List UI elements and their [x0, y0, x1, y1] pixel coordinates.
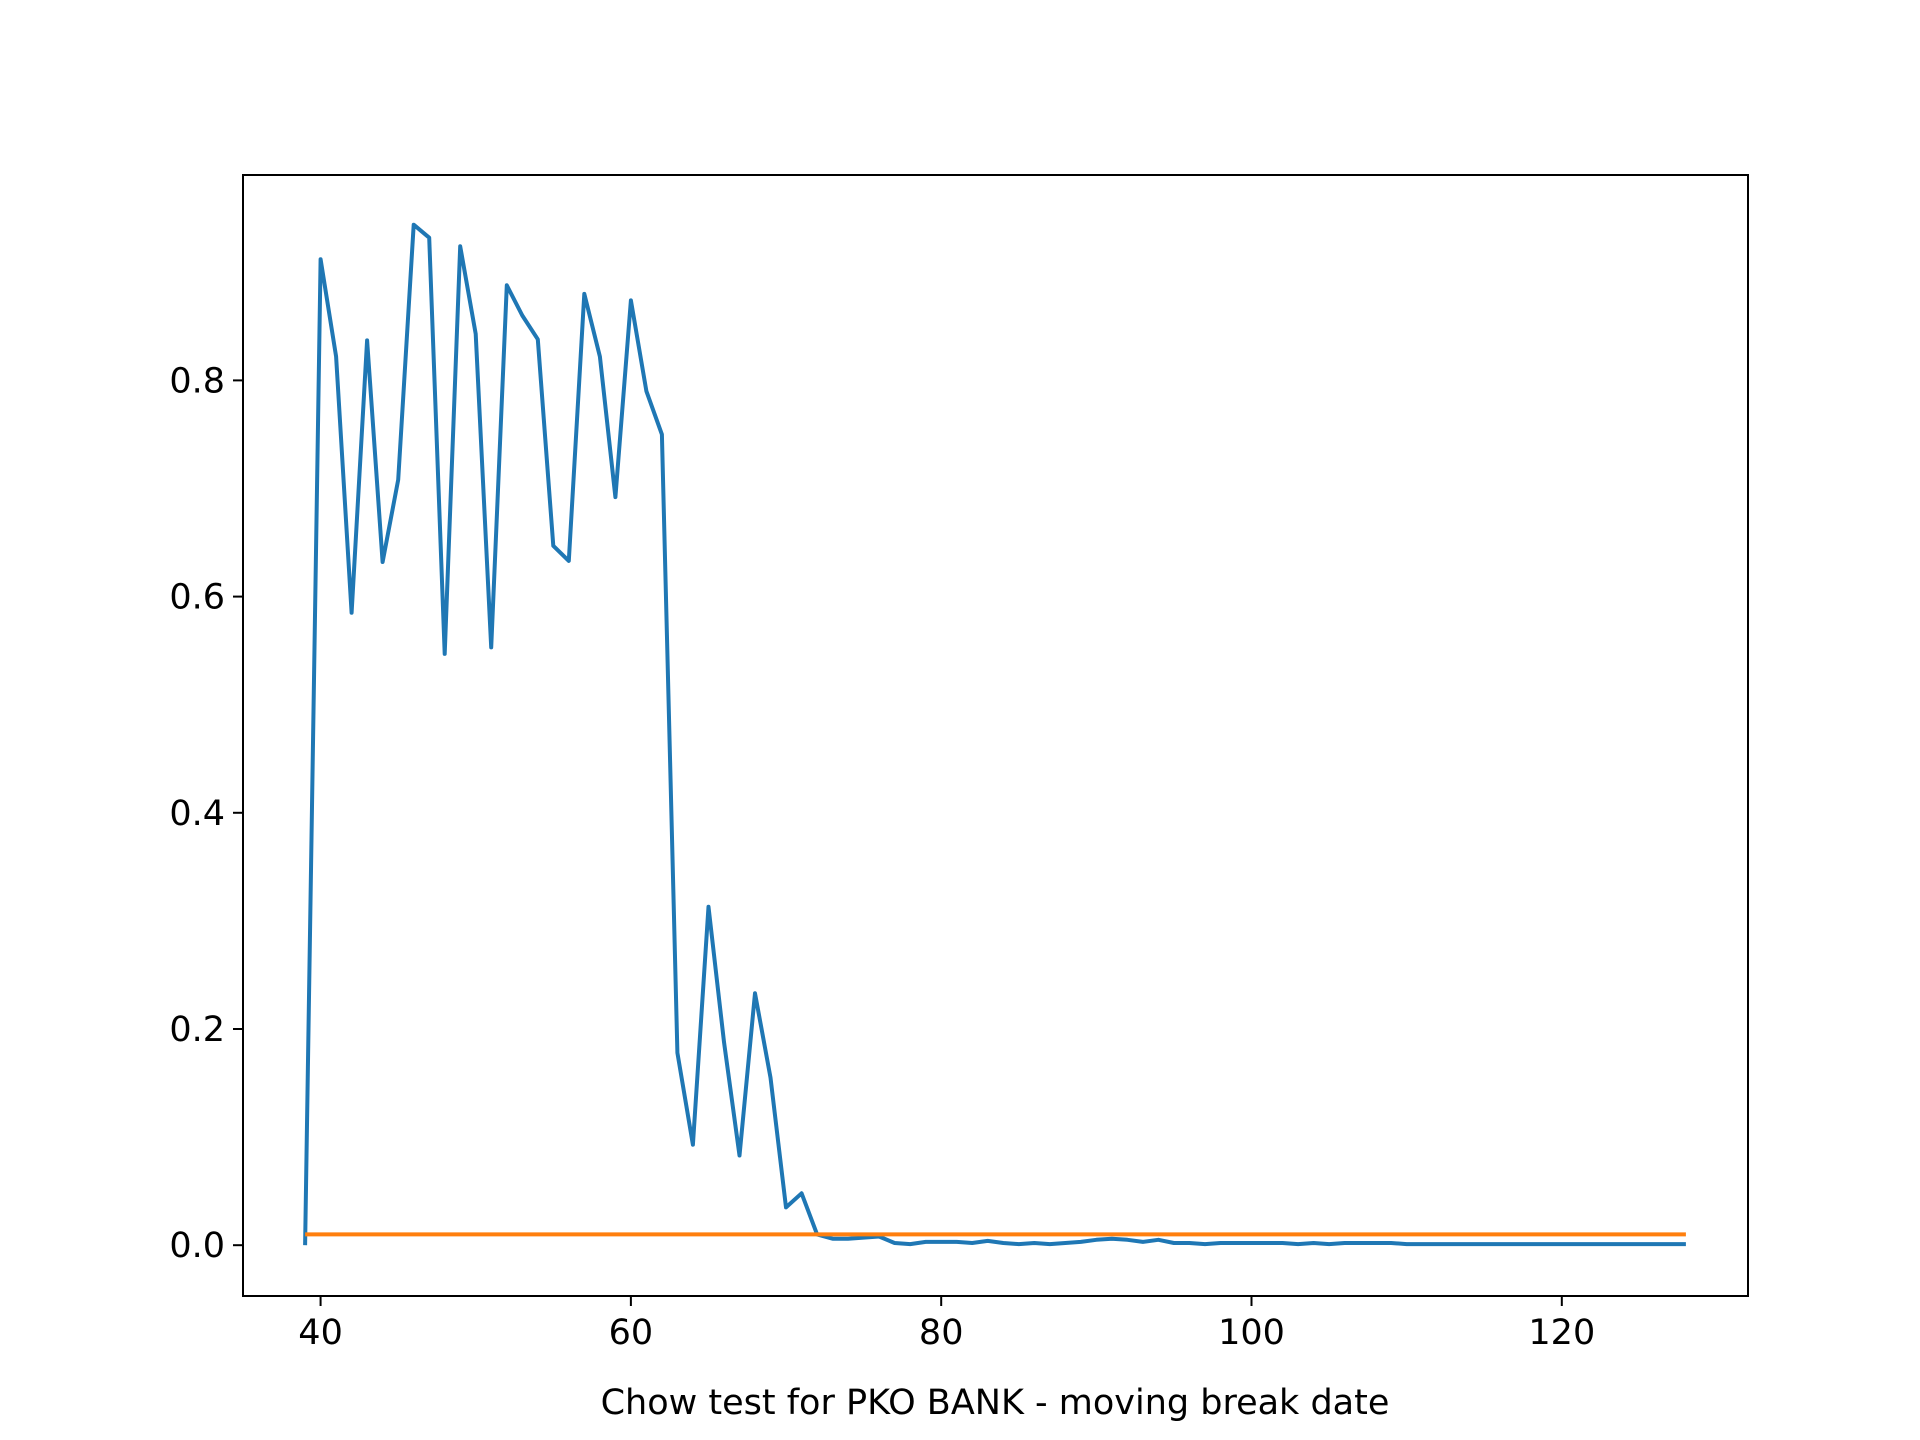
y-tick-label: 0.2	[169, 1010, 225, 1050]
y-tick-label: 0.4	[169, 794, 225, 834]
x-tick-label: 60	[609, 1313, 654, 1353]
series-line-1	[303, 222, 1686, 1247]
y-tick-label: 0.0	[169, 1226, 225, 1266]
x-tick-label: 40	[298, 1313, 343, 1353]
y-axis: 0.0 0.2 0.4 0.6 0.8	[169, 361, 243, 1266]
x-axis: 40 60 80 100 120	[298, 1296, 1595, 1353]
x-tick-label: 80	[919, 1313, 964, 1353]
x-tick-label: 100	[1218, 1313, 1285, 1353]
x-axis-label: Chow test for PKO BANK - moving break da…	[601, 1383, 1390, 1423]
plot-frame	[242, 174, 1749, 1297]
x-tick-label: 120	[1528, 1313, 1595, 1353]
y-tick-label: 0.8	[169, 361, 225, 401]
series-layer	[303, 222, 1686, 1247]
y-tick-label: 0.6	[169, 578, 225, 618]
